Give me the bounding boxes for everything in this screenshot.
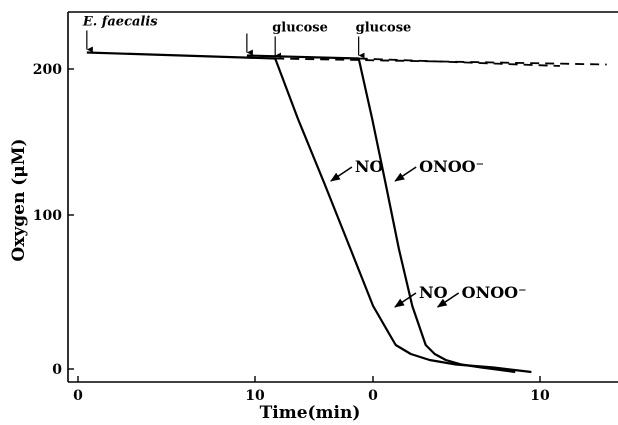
plot-frame [67,11,618,383]
annotation-label: ONOO⁻ [462,283,527,302]
annotation-label: NO [355,157,384,176]
panel-right-oxygen-trace [246,54,516,374]
addition-label: E. faecalis [82,15,158,30]
panel-left-markers: E. faecalis glucose [82,15,328,59]
x-axis-title: Time(min) [260,403,361,423]
panel-left-x-ticks: 0 10 [73,376,265,404]
x-tick-label: 10 [245,388,265,404]
panel-left: 0 10 E. faecalis glucose NO NO [73,15,607,404]
annotation-label: NO [419,283,448,302]
x-tick-label: 10 [530,388,550,404]
panel-right-markers: glucose [246,21,412,59]
x-tick-label: 0 [73,388,83,404]
y-tick-label: 200 [33,62,62,78]
panel-right-baseline-dashed-trace [358,57,560,67]
panel-left-annotations: NO NO [330,157,448,308]
annotation-arrow [436,292,460,308]
panel-right: 0 10 glucose ONOO⁻ ONOO⁻ [246,21,560,404]
annotation-arrow [394,292,417,308]
y-tick-label: 0 [52,362,62,378]
annotation-arrow [394,166,417,182]
panel-left-oxygen-trace [86,51,532,374]
y-tick-label: 100 [33,208,62,224]
addition-label: glucose [272,21,328,36]
y-axis: 0 100 200 [33,62,74,378]
annotation-arrow [330,166,353,182]
x-tick-label: 0 [368,388,378,404]
panel-right-annotations: ONOO⁻ ONOO⁻ [394,157,527,308]
annotation-label: ONOO⁻ [419,157,484,176]
panel-right-x-ticks: 0 10 [368,376,550,404]
y-axis-title: Oxygen (μM) [9,138,29,261]
addition-label: glucose [356,21,412,36]
